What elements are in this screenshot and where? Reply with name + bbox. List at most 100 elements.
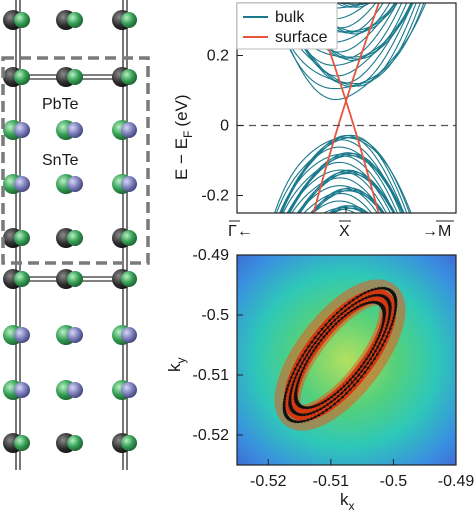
atom-te xyxy=(121,230,137,246)
band-structure-plot: 0.2 0 -0.2 Γ← X →M E − EF(eV) bulk surface xyxy=(172,2,457,240)
spin-xtick-label: -0.51 xyxy=(313,473,350,490)
spin-arrow-head xyxy=(288,401,292,405)
spin-xtick-label: -0.49 xyxy=(438,473,474,490)
atom-sn xyxy=(121,122,137,138)
bulk-band xyxy=(310,192,373,213)
spin-plot-frame xyxy=(236,254,457,466)
bulk-band xyxy=(286,152,402,213)
bulk-band xyxy=(335,3,364,8)
spin-xtick-label: -0.52 xyxy=(250,473,287,490)
atom-te xyxy=(121,12,137,28)
atom-sn xyxy=(14,176,30,192)
atom-te xyxy=(121,271,137,287)
band-ytick-label: 0 xyxy=(220,118,229,135)
atom-te xyxy=(14,69,30,85)
bulk-band xyxy=(290,3,403,61)
bulk-band xyxy=(283,3,408,60)
atom-te xyxy=(14,230,30,246)
bulk-band xyxy=(280,146,404,213)
bulk-band xyxy=(340,3,371,8)
atom-te xyxy=(67,230,83,246)
atom-sn xyxy=(14,122,30,138)
bulk-band xyxy=(291,172,396,213)
atom-sn xyxy=(67,327,83,343)
atom-te xyxy=(121,435,137,451)
atom-sn xyxy=(14,327,30,343)
surface-bands xyxy=(312,3,380,213)
atom-te xyxy=(121,69,137,85)
atom-te xyxy=(67,271,83,287)
bulk-band xyxy=(310,3,384,34)
spin-arrow-head xyxy=(388,302,392,307)
bulk-bands xyxy=(269,3,427,213)
atom-sn xyxy=(67,122,83,138)
atom-te xyxy=(14,12,30,28)
atom-te xyxy=(14,271,30,287)
xtick-gamma: Γ← xyxy=(228,223,253,240)
spin-ytick-label: -0.5 xyxy=(201,307,229,324)
spin-arrow-head xyxy=(282,410,287,414)
spin-arrows xyxy=(282,286,398,424)
spin-y-axis-label: ky xyxy=(165,358,188,373)
spin-arrow-head xyxy=(288,403,292,408)
bulk-band xyxy=(294,3,398,59)
bulk-band xyxy=(331,205,370,213)
bulk-band xyxy=(289,155,396,213)
legend-bulk-label: bulk xyxy=(275,9,305,26)
bulk-band xyxy=(297,177,384,213)
atom-sn xyxy=(121,176,137,192)
spin-arrow-head xyxy=(382,305,386,309)
bulk-band xyxy=(281,135,405,213)
spin-texture-plot: -0.52 -0.51 -0.5 -0.49 -0.49 -0.5 -0.51 -0.52 k… xyxy=(165,247,474,512)
atom-te xyxy=(14,435,30,451)
spin-arrow-head xyxy=(393,296,398,300)
bulk-band xyxy=(280,3,414,66)
bulk-band xyxy=(328,205,365,213)
spin-arrow-head xyxy=(388,305,392,309)
pbte-label: PbTe xyxy=(42,96,79,113)
bulk-band xyxy=(276,3,414,88)
atom-sn xyxy=(121,327,137,343)
atom-sn xyxy=(67,382,83,398)
legend: bulk surface xyxy=(236,2,338,50)
legend-surface-label: surface xyxy=(275,29,328,46)
band-ytick-label: 0.2 xyxy=(207,48,229,65)
bulk-band xyxy=(298,171,387,213)
bulk-band xyxy=(293,3,398,33)
spin-arrow-head xyxy=(392,291,396,295)
spin-ytick-label: -0.52 xyxy=(193,427,230,444)
band-y-axis-label: E − EF(eV) xyxy=(172,94,195,180)
spin-ytick-label: -0.51 xyxy=(193,367,230,384)
unit-cell-dashed-box xyxy=(1,56,150,265)
bulk-band xyxy=(281,3,414,77)
atom-sn xyxy=(121,382,137,398)
bulk-band xyxy=(298,185,383,213)
xtick-m: →M xyxy=(422,223,451,240)
bulk-band xyxy=(275,136,411,213)
bulk-band xyxy=(281,139,403,213)
spin-ytick-label: -0.49 xyxy=(193,247,230,264)
bulk-band xyxy=(308,3,370,20)
atom-te xyxy=(67,69,83,85)
spin-axis-ticks: -0.52 -0.51 -0.5 -0.49 -0.49 -0.5 -0.51 -0.52 xyxy=(193,247,474,490)
bulk-band xyxy=(289,152,398,213)
crystal-structure xyxy=(3,0,137,470)
xtick-x: X xyxy=(339,223,350,240)
surface-band xyxy=(312,3,380,213)
bulk-band xyxy=(293,3,396,53)
spin-x-axis-label: kx xyxy=(340,490,355,512)
bulk-band xyxy=(309,3,377,29)
intensity-heatmap xyxy=(237,255,456,465)
atom-sn xyxy=(14,382,30,398)
bulk-band xyxy=(310,189,385,213)
atom-te xyxy=(67,435,83,451)
bulk-band xyxy=(311,188,378,213)
spin-xtick-label: -0.5 xyxy=(380,473,408,490)
band-ytick-label: -0.2 xyxy=(201,188,229,205)
bulk-band xyxy=(287,161,394,213)
atom-te xyxy=(67,12,83,28)
bulk-band xyxy=(312,200,367,213)
bulk-band xyxy=(280,3,413,84)
